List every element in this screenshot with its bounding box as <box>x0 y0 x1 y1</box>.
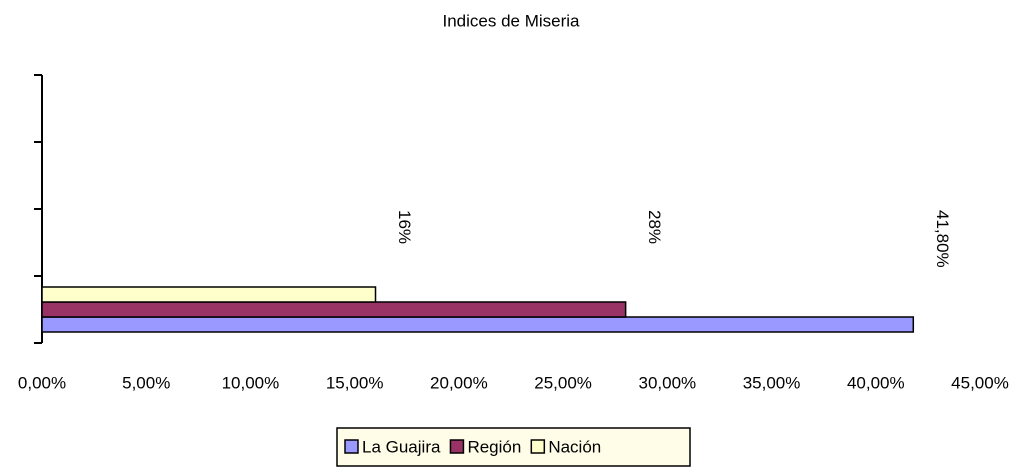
legend-label: Nación <box>548 437 601 456</box>
legend-label: La Guajira <box>362 437 441 456</box>
chart-title: Indices de Miseria <box>442 11 580 30</box>
x-tick-label: 15,00% <box>326 373 384 392</box>
data-label: 41,80% <box>933 210 952 268</box>
x-tick-label: 45,00% <box>951 373 1009 392</box>
data-label: 16% <box>395 210 414 244</box>
data-label: 28% <box>645 210 664 244</box>
bar <box>41 286 377 303</box>
x-tick-label: 35,00% <box>743 373 801 392</box>
bar <box>41 316 915 333</box>
x-tick-label: 20,00% <box>430 373 488 392</box>
legend-swatch <box>530 439 546 454</box>
x-tick-label: 0,00% <box>18 373 66 392</box>
legend-label: Región <box>467 437 521 456</box>
x-tick-label: 25,00% <box>534 373 592 392</box>
x-tick-label: 40,00% <box>847 373 905 392</box>
bar <box>41 301 627 318</box>
x-tick-label: 30,00% <box>638 373 696 392</box>
x-tick-label: 5,00% <box>122 373 170 392</box>
legend-swatch <box>344 439 359 454</box>
x-tick-label: 10,00% <box>222 373 280 392</box>
legend-box <box>336 427 691 467</box>
legend-swatch <box>449 439 465 454</box>
